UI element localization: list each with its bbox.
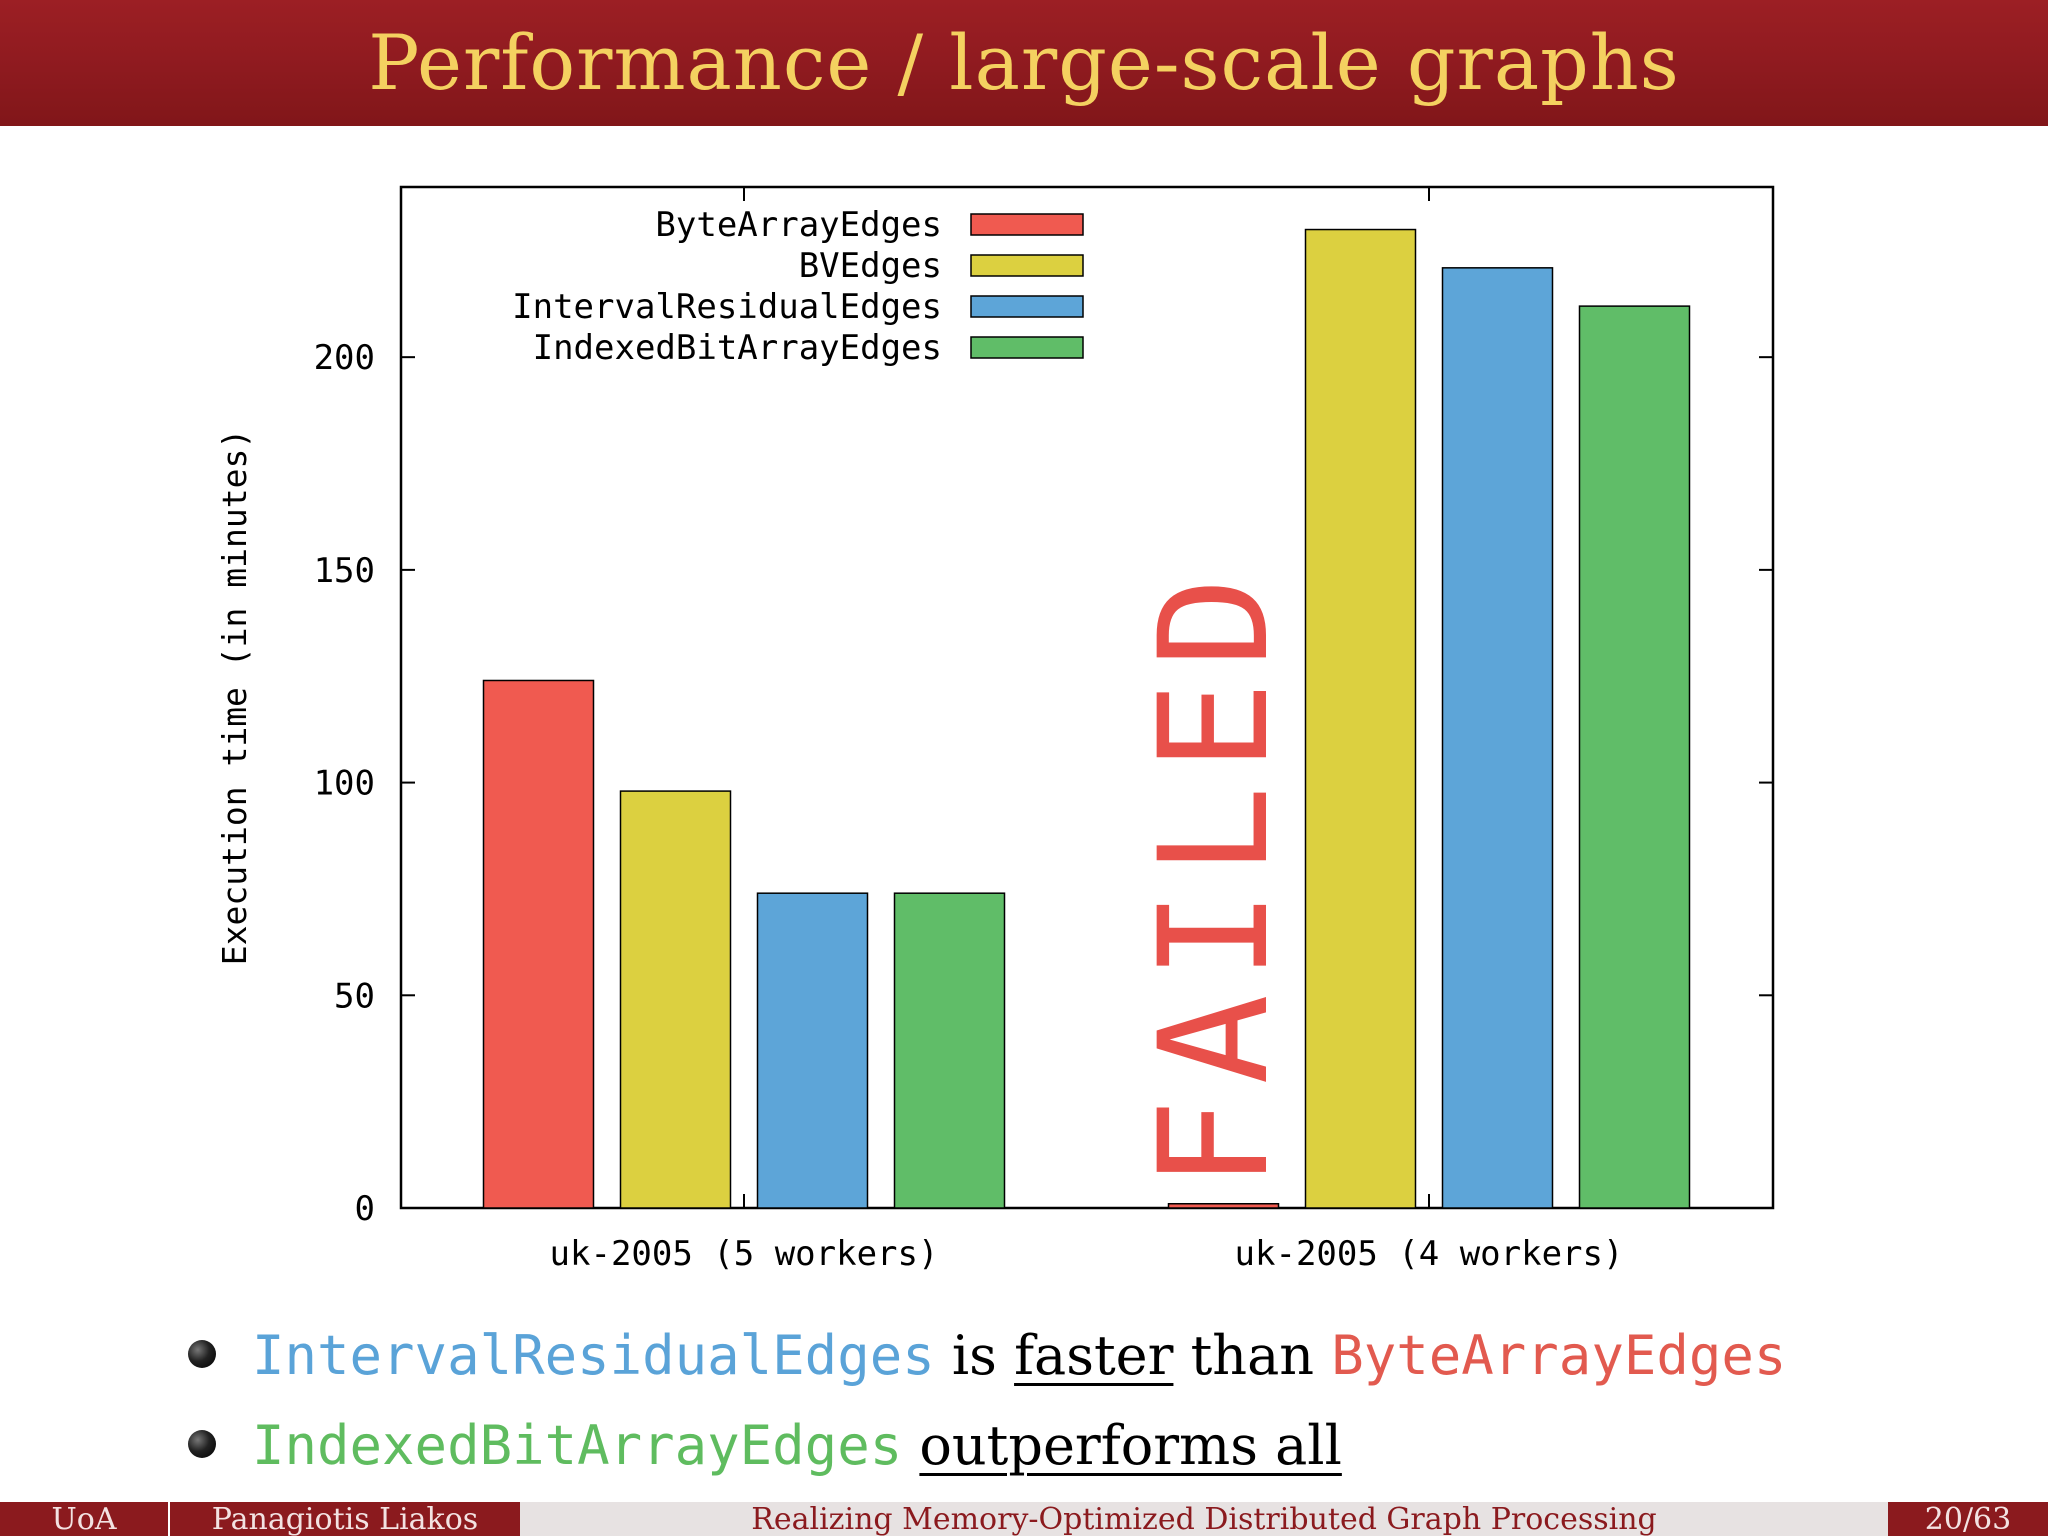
bullet-item: IntervalResidualEdges is faster than Byt…	[188, 1310, 1990, 1400]
legend-swatch	[970, 295, 1084, 318]
bullet-word-outperforms: outperforms all	[919, 1413, 1342, 1477]
bullet-icon	[188, 1340, 216, 1368]
bar-chart: 0 50 100 150 200 Execution time (in minutes) u…	[215, 185, 1775, 1274]
legend-label: BVEdges	[799, 246, 942, 286]
bullet-word-than: than	[1190, 1323, 1315, 1387]
footer: UoA Panagiotis Liakos Realizing Memory-O…	[0, 1502, 2048, 1536]
y-tick-label: 150	[314, 551, 375, 591]
bar-bvedges	[619, 790, 732, 1209]
y-axis-label: Execution time (in minutes)	[215, 429, 254, 965]
bullet-icon	[188, 1430, 216, 1458]
legend-label: IntervalResidualEdges	[512, 287, 942, 327]
title-bar	[0, 0, 2048, 126]
bullet-term-indexed: IndexedBitArrayEdges	[252, 1413, 903, 1477]
failed-annotation: FAILED	[1128, 563, 1302, 1189]
bar-bytearrayedges	[482, 679, 595, 1209]
y-tick-label: 0	[355, 1189, 375, 1229]
footer-page-number: 20/63	[1888, 1502, 2048, 1536]
bar-indexedbitarrayedges	[1578, 305, 1691, 1209]
bar-intervalresidualedges	[1441, 267, 1554, 1209]
y-tick-label: 200	[314, 338, 375, 378]
footer-talk-title: Realizing Memory-Optimized Distributed G…	[520, 1502, 1888, 1536]
bar-indexedbitarrayedges	[893, 892, 1006, 1209]
footer-author: Panagiotis Liakos	[170, 1502, 520, 1536]
bullet-item: IndexedBitArrayEdges outperforms all	[188, 1400, 1990, 1490]
y-tick-label: 100	[314, 764, 375, 804]
bar-bvedges	[1304, 228, 1417, 1209]
x-tick-label: uk-2005 (5 workers)	[550, 1234, 939, 1274]
bar-intervalresidualedges	[756, 892, 869, 1209]
bullet-word-is: is	[951, 1323, 997, 1387]
bullet-term-bytearray: ByteArrayEdges	[1331, 1323, 1787, 1387]
bullet-word-faster: faster	[1014, 1323, 1174, 1387]
legend-label: ByteArrayEdges	[655, 205, 942, 245]
bar-bytearrayedges	[1167, 1202, 1280, 1209]
y-tick-label: 50	[334, 976, 375, 1016]
legend-swatch	[970, 336, 1084, 359]
slide-title: Performance / large-scale graphs	[368, 18, 1680, 107]
bullet-list: IntervalResidualEdges is faster than Byt…	[188, 1310, 1990, 1490]
footer-divider	[168, 1502, 170, 1536]
bullet-term-interval: IntervalResidualEdges	[252, 1323, 935, 1387]
plot-frame	[399, 185, 1775, 1210]
x-tick-label: uk-2005 (4 workers)	[1235, 1234, 1624, 1274]
footer-institution: UoA	[0, 1502, 168, 1536]
legend-label: IndexedBitArrayEdges	[533, 328, 942, 368]
legend-swatch	[970, 213, 1084, 236]
legend-swatch	[970, 254, 1084, 277]
